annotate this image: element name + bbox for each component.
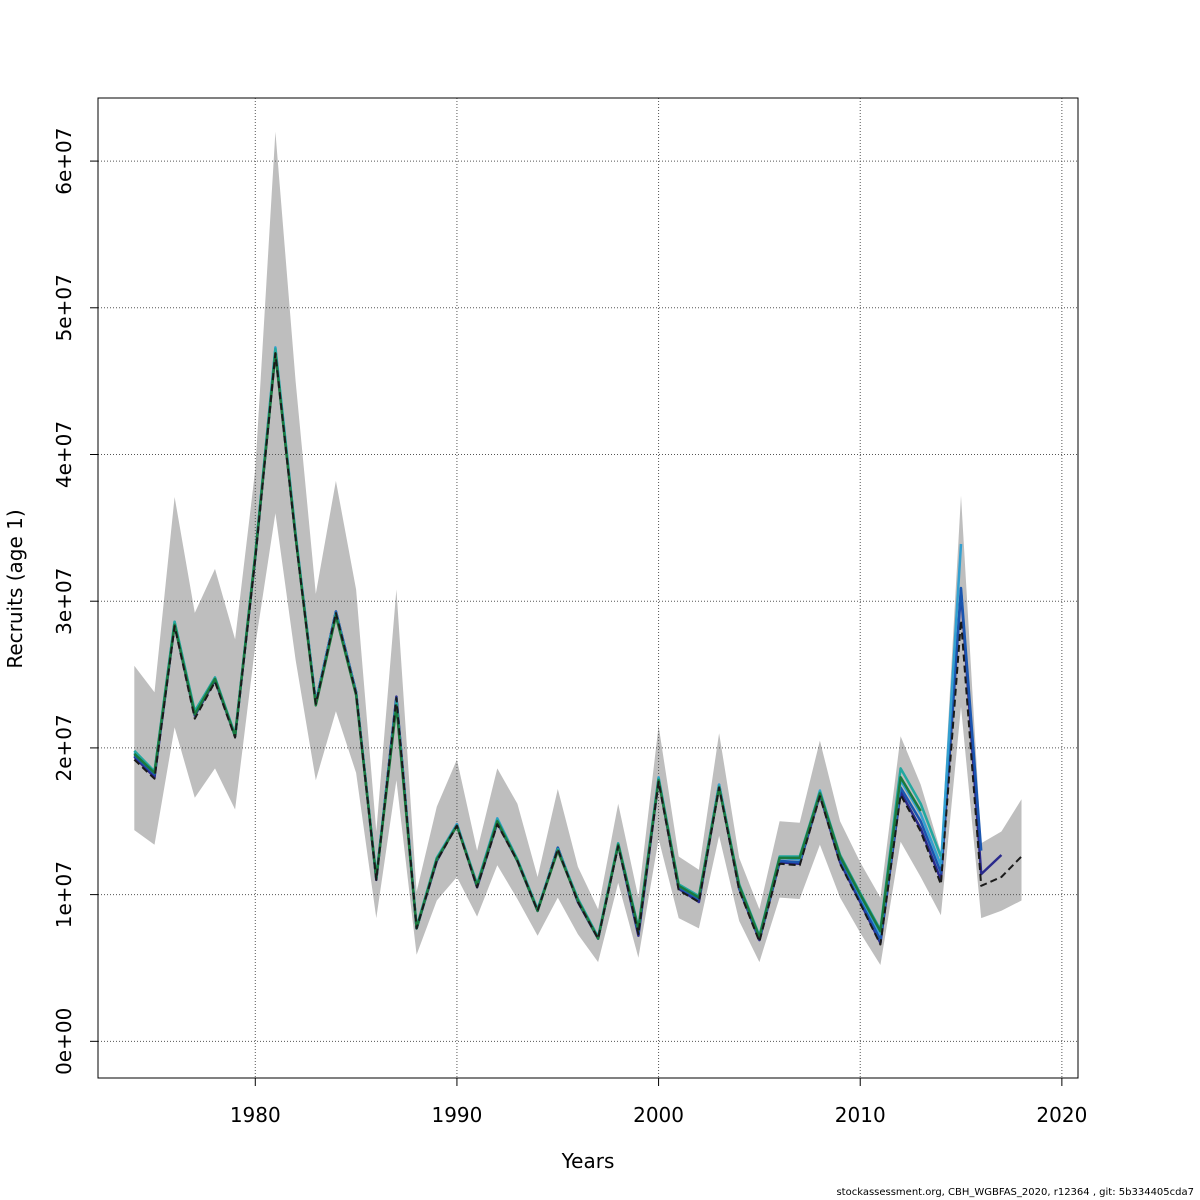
confidence-band <box>134 131 1022 965</box>
confidence-band-layer <box>134 131 1022 965</box>
x-tick-label: 2000 <box>633 1103 684 1127</box>
y-tick-label: 3e+07 <box>52 568 76 635</box>
x-tick-label: 1990 <box>431 1103 482 1127</box>
x-tick-label: 2020 <box>1036 1103 1087 1127</box>
x-tick-label: 1980 <box>230 1103 281 1127</box>
y-tick-label: 2e+07 <box>52 714 76 781</box>
y-tick-label: 5e+07 <box>52 274 76 341</box>
x-axis-title: Years <box>561 1149 615 1173</box>
y-tick-label: 0e+00 <box>52 1008 76 1075</box>
y-tick-label: 4e+07 <box>52 421 76 488</box>
y-axis-title: Recruits (age 1) <box>3 509 27 668</box>
axes-layer: 1980 1990 2000 2010 2020 0e+00 1e+07 2e+07 3e+07… <box>52 127 1087 1127</box>
series-layer <box>133 346 1023 946</box>
series-line-base <box>133 352 1023 946</box>
footer-credit: stockassessment.org, CBH_WGBFAS_2020, r1… <box>836 1187 1194 1198</box>
grid-layer <box>98 98 1078 1078</box>
y-tick-label: 6e+07 <box>52 127 76 194</box>
x-tick-label: 2010 <box>835 1103 886 1127</box>
y-tick-label: 1e+07 <box>52 861 76 928</box>
